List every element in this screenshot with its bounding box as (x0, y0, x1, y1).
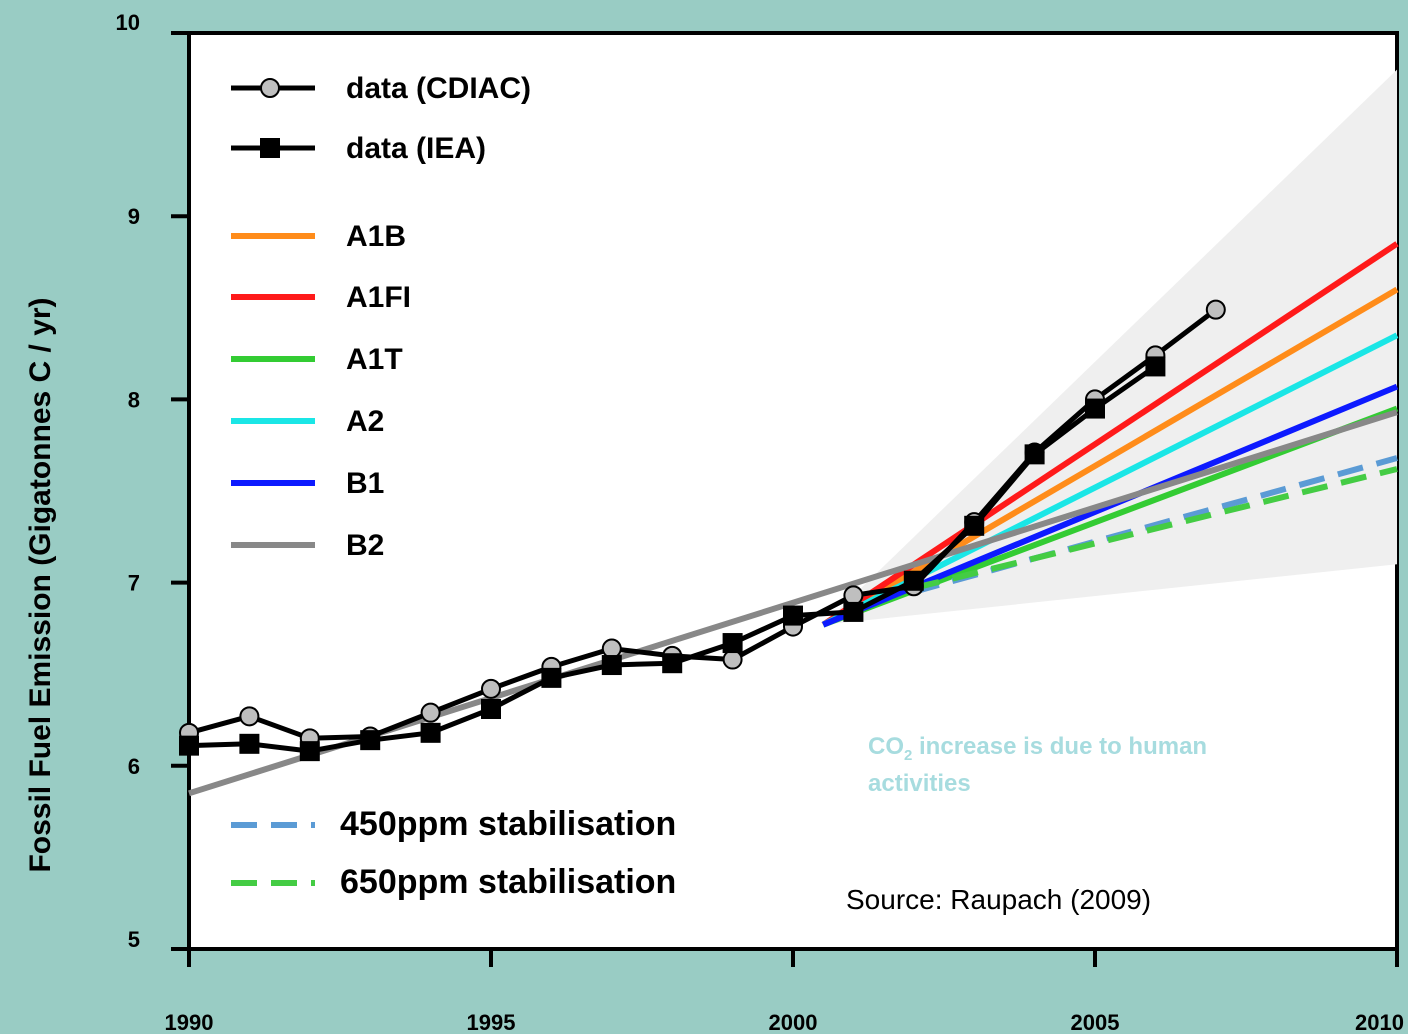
point-data-cdiac (843, 585, 864, 606)
point-data-iea (903, 570, 924, 591)
y-tick-label: 9 (128, 204, 140, 229)
legend: data (CDIAC) data (IEA) A1B A1FI A1T A2 B1 B2 45… (231, 72, 676, 901)
legend-label: data (CDIAC) (346, 72, 531, 105)
point-data-iea (1145, 356, 1166, 377)
source-credit: Source: Raupach (2009) (846, 884, 1151, 915)
point-data-iea (360, 730, 381, 751)
x-tick-label: 1990 (165, 1010, 214, 1034)
point-data-cdiac (1205, 299, 1226, 320)
y-axis-label: Fossil Fuel Emission (Gigatonnes C / yr) (24, 297, 57, 872)
point-data-iea (299, 741, 320, 762)
legend-marker (260, 78, 280, 98)
point-data-cdiac (722, 649, 743, 670)
point-data-iea (601, 655, 622, 676)
legend-label: 450ppm stabilisation (340, 805, 676, 843)
point-data-cdiac (420, 702, 441, 723)
point-data-iea (1024, 444, 1045, 465)
series-markers (179, 299, 1226, 762)
legend-label: A2 (346, 405, 384, 438)
point-data-iea (1085, 398, 1105, 419)
legend-item-b1: B1 (231, 467, 384, 500)
point-data-iea (722, 633, 743, 654)
series-line-a1b (821, 286, 1399, 628)
legend-item-650ppm-stabilisation: 650ppm stabilisation (231, 863, 676, 901)
legend-item-a1b: A1B (231, 220, 406, 253)
uncertainty-band (823, 69, 1397, 625)
annotation-note-line2: activities (868, 770, 971, 797)
legend-item-b2: B2 (231, 529, 384, 562)
axes: 1990 1995 2000 2005 2010 5 6 7 8 9 10 (116, 10, 1404, 1034)
x-tick-label: 2000 (769, 1010, 818, 1034)
y-tick-label: 5 (128, 927, 140, 952)
y-tick-label: 10 (116, 10, 140, 35)
point-data-iea (662, 653, 683, 674)
series-line-650ppm-stabilisation (913, 466, 1398, 592)
point-data-iea (239, 733, 260, 754)
x-tick-label: 1995 (467, 1010, 516, 1034)
annotation-note-line1: CO2 increase is due to human (868, 733, 1207, 764)
legend-item-a1t: A1T (231, 343, 403, 376)
legend-item-450ppm-stabilisation: 450ppm stabilisation (231, 805, 676, 843)
point-data-iea (179, 735, 199, 756)
legend-marker (260, 138, 280, 158)
x-tick-label: 2005 (1071, 1010, 1120, 1034)
legend-label: A1FI (346, 281, 411, 314)
point-data-cdiac (481, 678, 501, 699)
legend-item-a1fi: A1FI (231, 281, 411, 314)
y-tick-label: 6 (128, 754, 140, 779)
point-data-iea (964, 515, 985, 536)
legend-item-a2: A2 (231, 405, 384, 438)
point-data-iea (783, 605, 803, 626)
legend-label: data (IEA) (346, 132, 486, 165)
y-tick-label: 8 (128, 387, 140, 412)
legend-item-data-iea: data (IEA) (231, 132, 486, 165)
point-data-iea (843, 601, 864, 622)
legend-item-data-cdiac: data (CDIAC) (231, 72, 531, 105)
point-data-iea (420, 722, 441, 743)
legend-label: A1T (346, 343, 403, 376)
legend-label: B1 (346, 467, 384, 500)
x-tick-label: 2010 (1355, 1010, 1404, 1034)
point-data-iea (541, 667, 562, 688)
legend-label: 650ppm stabilisation (340, 863, 676, 901)
point-data-cdiac (239, 706, 260, 727)
legend-label: B2 (346, 529, 384, 562)
legend-label: A1B (346, 220, 406, 253)
point-data-iea (481, 699, 501, 720)
y-tick-label: 7 (128, 571, 140, 596)
point-data-cdiac (601, 638, 622, 659)
